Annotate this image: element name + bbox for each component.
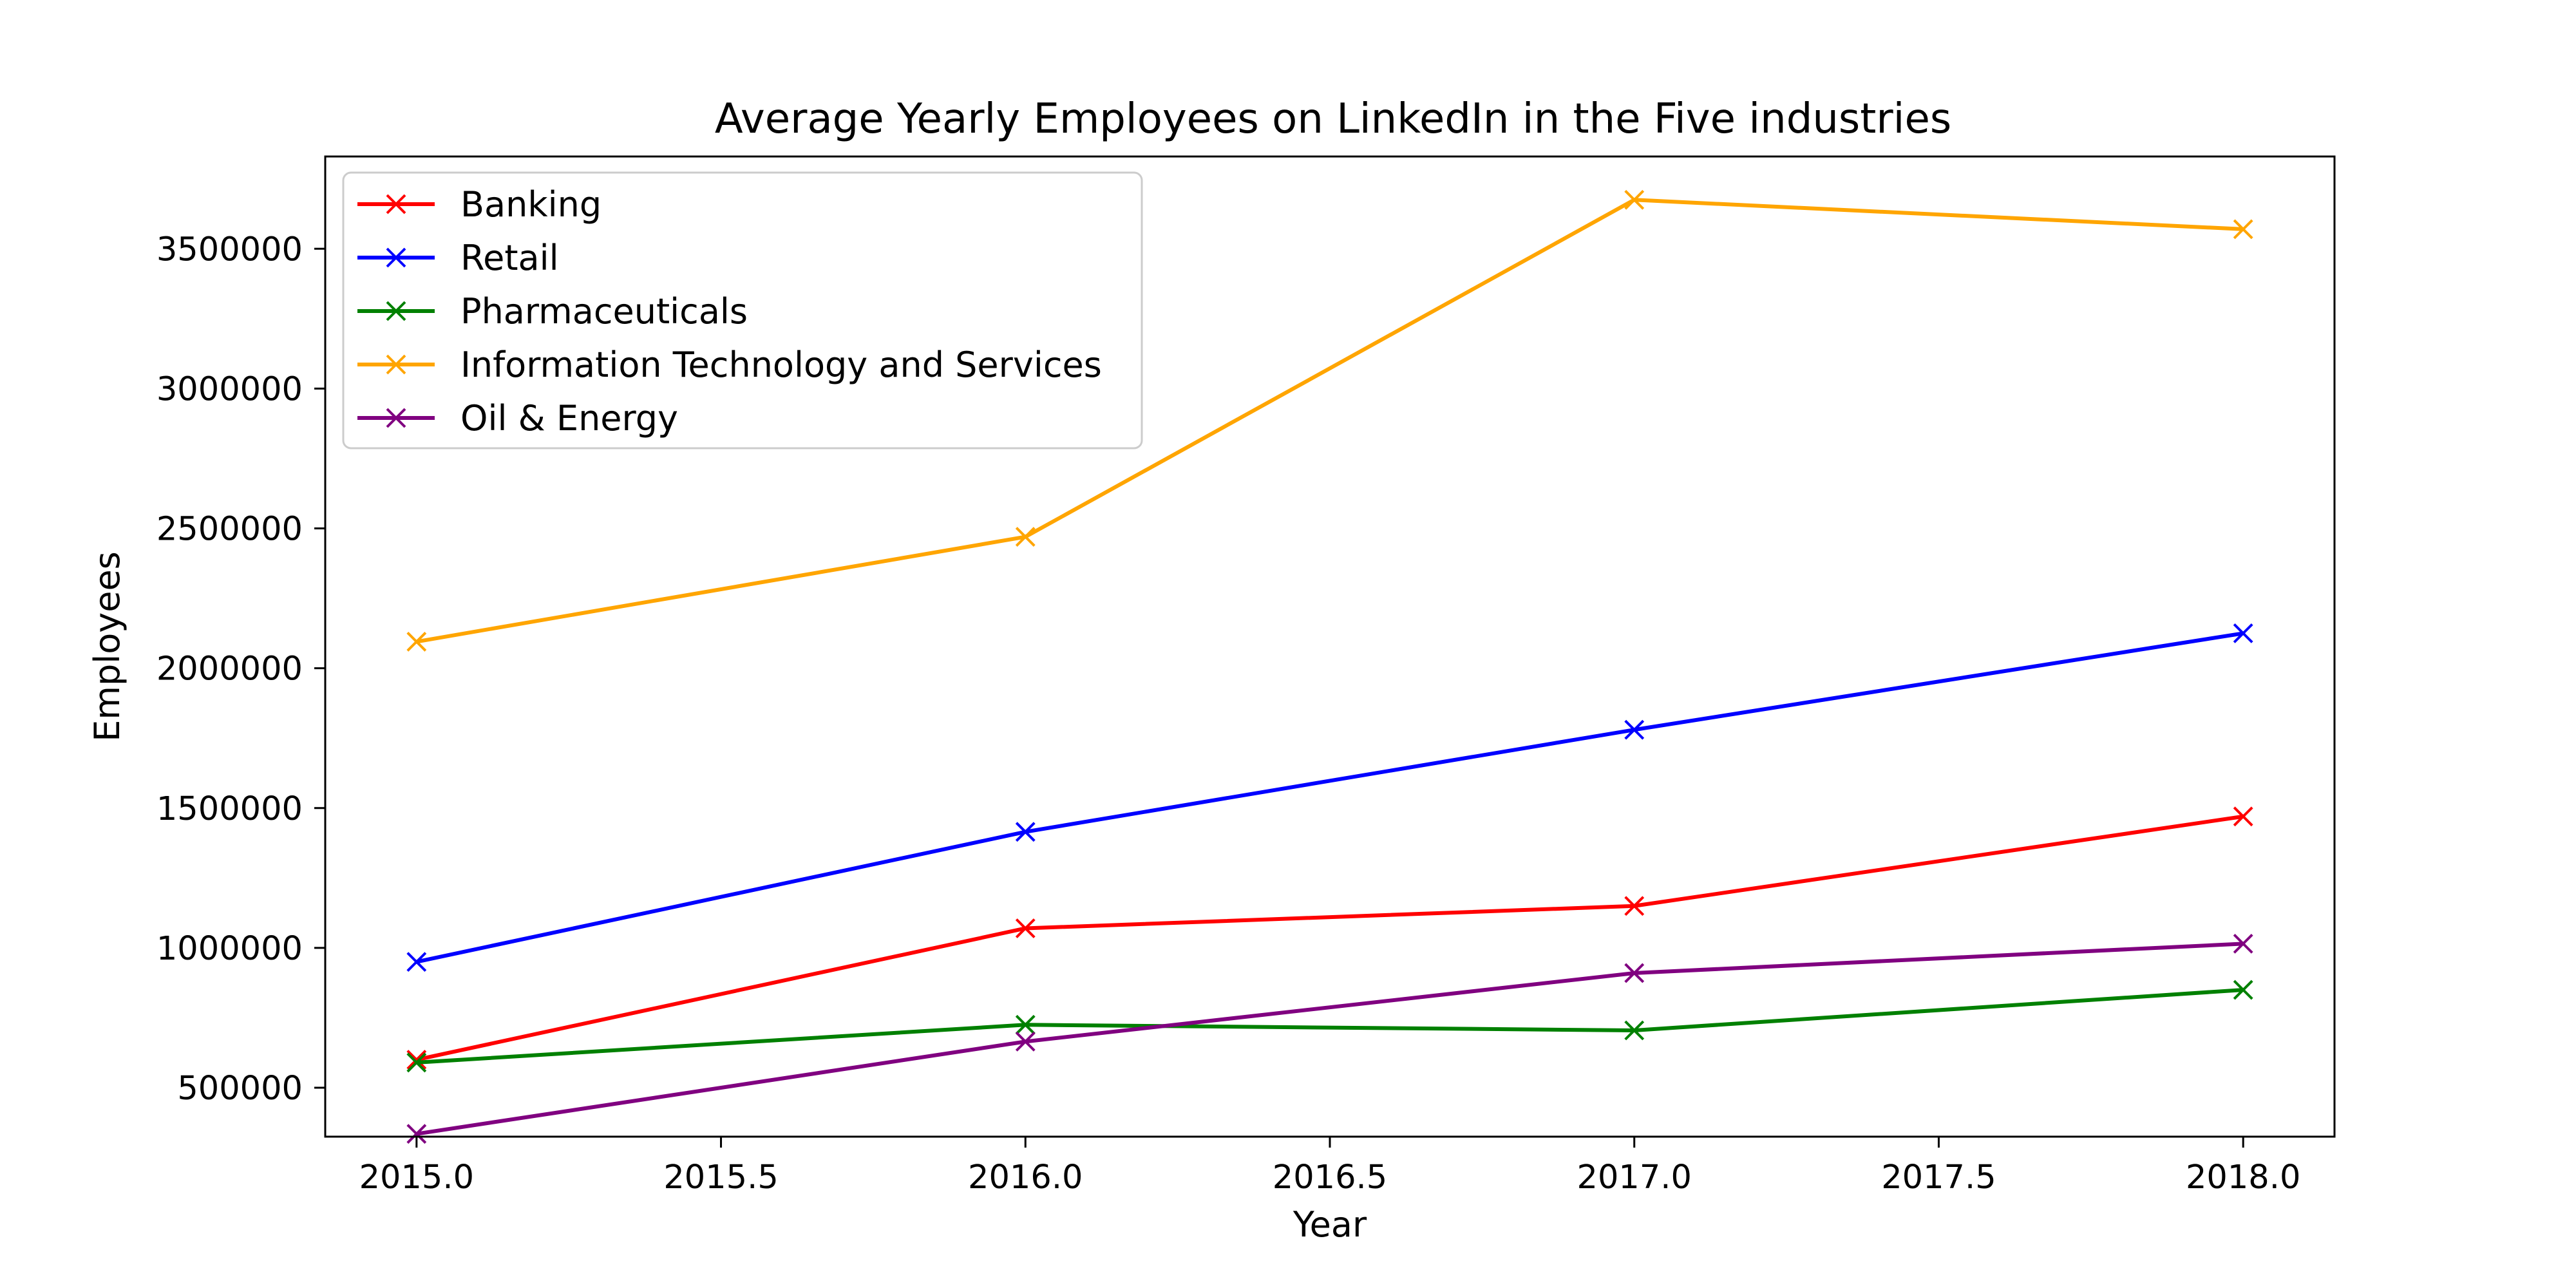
data-point-banking-stroke-b bbox=[2233, 806, 2253, 827]
legend-label-oil-and-energy: Oil & Energy bbox=[460, 398, 678, 439]
data-point-banking-stroke-b bbox=[1624, 896, 1645, 916]
data-point-information-technology-and-services-stroke-b bbox=[1624, 189, 1645, 210]
series-pharmaceuticals bbox=[406, 980, 2253, 1073]
data-point-banking bbox=[1015, 918, 1036, 938]
data-point-information-technology-and-services-stroke-b bbox=[1015, 527, 1036, 547]
legend: Banking Retail Pharmaceuticals Information … bbox=[342, 171, 1143, 450]
data-point-oil-and-energy bbox=[1624, 963, 1645, 983]
data-point-oil-and-energy-stroke-b bbox=[406, 1124, 427, 1144]
legend-item-retail: Retail bbox=[357, 238, 559, 278]
y-tick-label: 3500000 bbox=[156, 231, 303, 269]
x-tick-label: 2016.5 bbox=[1273, 1159, 1387, 1197]
x-tick-label: 2015.5 bbox=[663, 1159, 778, 1197]
legend-label-banking: Banking bbox=[460, 184, 601, 225]
data-point-pharmaceuticals bbox=[2233, 980, 2253, 1000]
y-tick-label: 500000 bbox=[177, 1070, 303, 1108]
x-tick-label: 2017.5 bbox=[1881, 1159, 1996, 1197]
data-point-pharmaceuticals bbox=[1624, 1020, 1645, 1041]
data-point-information-technology-and-services bbox=[1015, 527, 1036, 547]
series-oil-and-energy bbox=[406, 933, 2253, 1144]
data-point-retail bbox=[1624, 719, 1645, 740]
series-line-retail bbox=[414, 630, 2246, 965]
legend-label-pharmaceuticals: Pharmaceuticals bbox=[460, 291, 748, 332]
series-banking bbox=[406, 806, 2253, 1070]
y-tick-label: 2000000 bbox=[156, 650, 303, 688]
data-point-banking bbox=[1624, 896, 1645, 916]
data-point-information-technology-and-services bbox=[406, 631, 427, 652]
data-point-banking bbox=[2233, 806, 2253, 827]
legend-item-pharmaceuticals: Pharmaceuticals bbox=[357, 291, 748, 332]
data-point-pharmaceuticals bbox=[406, 1052, 427, 1073]
legend-label-information-technology-and-services: Information Technology and Services bbox=[460, 345, 1102, 385]
x-axis: 2015.0 2015.5 2016.0 2016.5 2017.0 2017.5 2018… bbox=[359, 1137, 2300, 1197]
y-axis-title: Employees bbox=[87, 551, 128, 742]
data-point-retail-stroke-b bbox=[1624, 719, 1645, 740]
legend-marker-oil-and-energy bbox=[386, 408, 406, 428]
legend-marker-pharmaceuticals bbox=[386, 301, 406, 321]
data-point-banking bbox=[406, 1050, 427, 1070]
data-point-information-technology-and-services bbox=[2233, 219, 2253, 240]
legend-item-banking: Banking bbox=[357, 184, 601, 225]
y-tick-label: 1000000 bbox=[156, 930, 303, 968]
data-point-retail-stroke-b bbox=[2233, 623, 2253, 643]
data-point-oil-and-energy bbox=[1015, 1031, 1036, 1052]
data-point-retail bbox=[2233, 623, 2253, 643]
y-axis: 500000 1000000 1500000 2000000 2500000 300000… bbox=[156, 231, 325, 1108]
data-point-oil-and-energy-stroke-b bbox=[2233, 933, 2253, 954]
data-point-information-technology-and-services-stroke-b bbox=[2233, 219, 2253, 240]
series-layer bbox=[406, 189, 2253, 1144]
legend-marker-pharmaceuticals-stroke-b bbox=[386, 301, 406, 321]
data-point-retail-stroke-b bbox=[1015, 822, 1036, 842]
data-point-retail bbox=[406, 952, 427, 972]
series-line-information-technology-and-services bbox=[414, 198, 2246, 644]
legend-marker-information-technology-and-services-stroke-b bbox=[386, 354, 406, 375]
x-tick-label: 2015.0 bbox=[359, 1159, 474, 1197]
legend-marker-retail-stroke-b bbox=[386, 247, 406, 268]
x-tick-label: 2017.0 bbox=[1577, 1159, 1692, 1197]
data-point-information-technology-and-services bbox=[1624, 189, 1645, 210]
x-axis-title: Year bbox=[1293, 1204, 1367, 1245]
y-tick-label: 3000000 bbox=[156, 370, 303, 408]
data-point-pharmaceuticals-stroke-b bbox=[1015, 1014, 1036, 1035]
y-tick-label: 1500000 bbox=[156, 790, 303, 828]
legend-entries: Banking Retail Pharmaceuticals Information … bbox=[357, 184, 1102, 439]
x-tick-label: 2018.0 bbox=[2186, 1159, 2300, 1197]
legend-marker-information-technology-and-services bbox=[386, 354, 406, 375]
legend-box bbox=[342, 171, 1143, 450]
data-point-oil-and-energy bbox=[406, 1124, 427, 1144]
series-retail bbox=[406, 623, 2253, 972]
data-point-pharmaceuticals-stroke-b bbox=[1624, 1020, 1645, 1041]
data-point-retail-stroke-b bbox=[406, 952, 427, 972]
plot-frame bbox=[324, 155, 2336, 1138]
legend-marker-banking-stroke-b bbox=[386, 194, 406, 214]
legend-marker-banking bbox=[386, 194, 406, 214]
legend-item-oil-and-energy: Oil & Energy bbox=[357, 398, 678, 439]
series-line-oil-and-energy bbox=[414, 942, 2246, 1137]
x-tick-label: 2016.0 bbox=[968, 1159, 1083, 1197]
data-point-banking-stroke-b bbox=[406, 1050, 427, 1070]
data-point-banking-stroke-b bbox=[1015, 918, 1036, 938]
data-point-oil-and-energy-stroke-b bbox=[1015, 1031, 1036, 1052]
data-point-retail bbox=[1015, 822, 1036, 842]
legend-label-retail: Retail bbox=[460, 238, 559, 278]
data-point-oil-and-energy bbox=[2233, 933, 2253, 954]
series-information-technology-and-services bbox=[406, 189, 2253, 652]
data-point-information-technology-and-services-stroke-b bbox=[406, 631, 427, 652]
series-line-pharmaceuticals bbox=[414, 987, 2246, 1065]
chart-title: Average Yearly Employees on LinkedIn in … bbox=[715, 95, 1951, 143]
legend-marker-oil-and-energy-stroke-b bbox=[386, 408, 406, 428]
series-line-banking bbox=[414, 814, 2246, 1063]
y-tick-label: 2500000 bbox=[156, 511, 303, 549]
data-point-oil-and-energy-stroke-b bbox=[1624, 963, 1645, 983]
legend-item-information-technology-and-services: Information Technology and Services bbox=[357, 345, 1102, 385]
data-point-pharmaceuticals-stroke-b bbox=[2233, 980, 2253, 1000]
legend-marker-retail bbox=[386, 247, 406, 268]
data-point-pharmaceuticals bbox=[1015, 1014, 1036, 1035]
data-point-pharmaceuticals-stroke-b bbox=[406, 1052, 427, 1073]
